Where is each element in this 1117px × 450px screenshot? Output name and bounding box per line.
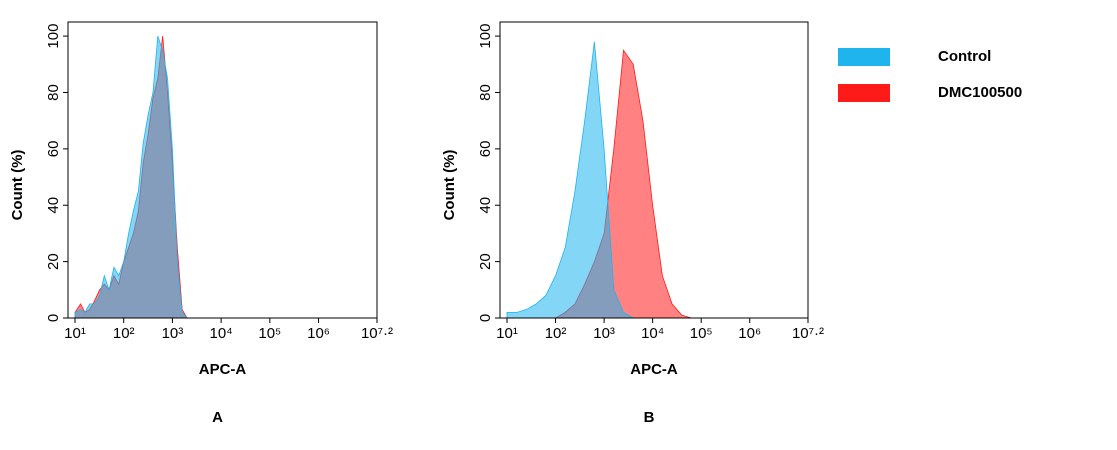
y-tick-label: 100 bbox=[45, 24, 62, 49]
panel-label: A bbox=[212, 409, 223, 426]
y-tick-label: 80 bbox=[45, 84, 62, 101]
x-tick-label: 10³ bbox=[162, 325, 184, 342]
y-axis-label: Count (%) bbox=[9, 150, 26, 221]
y-tick-label: 40 bbox=[45, 197, 62, 214]
histogram-area bbox=[74, 35, 377, 319]
x-tick-label: 10¹ bbox=[496, 325, 518, 342]
plot-frame bbox=[499, 21, 809, 319]
x-tick-label: 10² bbox=[545, 325, 567, 342]
y-tick-label: 0 bbox=[45, 314, 62, 322]
x-tick-label: 10² bbox=[113, 325, 135, 342]
x-tick-label: 10⁶ bbox=[307, 325, 330, 342]
legend-label: DMC100500 bbox=[938, 84, 1022, 101]
x-tick-label: 10¹ bbox=[64, 325, 86, 342]
x-tick-label: 10⁶ bbox=[738, 325, 761, 342]
x-tick-label: 10⁵ bbox=[258, 325, 281, 342]
plot-frame bbox=[67, 21, 378, 319]
y-tick-label: 40 bbox=[477, 197, 494, 214]
y-tick-label: 80 bbox=[477, 84, 494, 101]
legend-label: Control bbox=[938, 48, 991, 65]
legend-swatch bbox=[838, 48, 890, 66]
y-axis-label: Count (%) bbox=[441, 150, 458, 221]
x-tick-label: 10³ bbox=[593, 325, 615, 342]
y-tick-label: 0 bbox=[477, 314, 494, 322]
x-tick-label: 10⁴ bbox=[641, 325, 664, 342]
y-tick-label: 20 bbox=[45, 253, 62, 270]
legend-swatch bbox=[838, 84, 890, 102]
x-tick-label: 10⁷·² bbox=[361, 325, 393, 342]
y-tick-label: 20 bbox=[477, 253, 494, 270]
x-axis-label: APC-A bbox=[199, 361, 247, 378]
y-tick-label: 100 bbox=[477, 24, 494, 49]
x-tick-label: 10⁴ bbox=[210, 325, 233, 342]
x-tick-label: 10⁷·² bbox=[792, 325, 824, 342]
x-tick-label: 10⁵ bbox=[690, 325, 713, 342]
x-axis-label: APC-A bbox=[630, 361, 678, 378]
histogram-area bbox=[507, 49, 808, 319]
y-tick-label: 60 bbox=[45, 141, 62, 158]
panel-label: B bbox=[644, 409, 655, 426]
y-tick-label: 60 bbox=[477, 141, 494, 158]
